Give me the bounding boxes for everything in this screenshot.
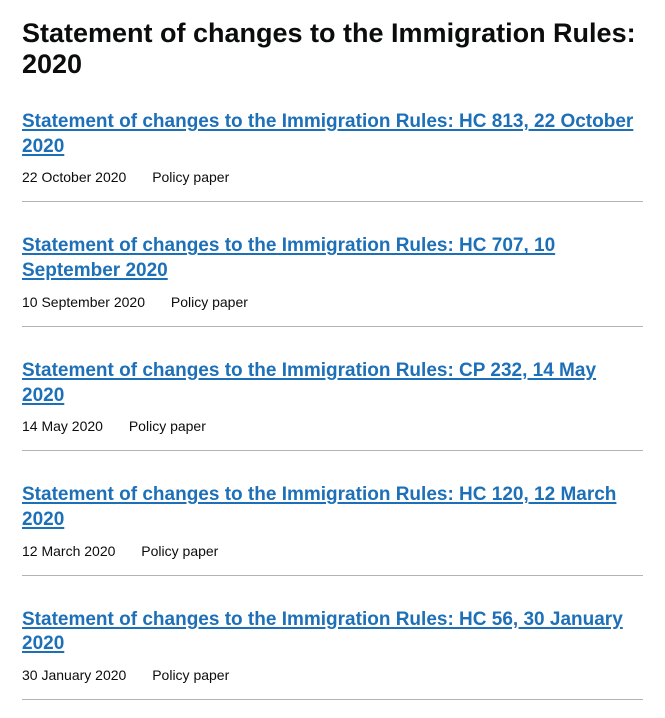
- document-link[interactable]: Statement of changes to the Immigration …: [22, 609, 623, 655]
- document-link[interactable]: Statement of changes to the Immigration …: [22, 111, 633, 157]
- document-list: Statement of changes to the Immigration …: [22, 106, 643, 700]
- document-type: Policy paper: [152, 667, 229, 683]
- document-title: Statement of changes to the Immigration …: [22, 483, 643, 532]
- document-title: Statement of changes to the Immigration …: [22, 110, 643, 159]
- list-item: Statement of changes to the Immigration …: [22, 479, 643, 575]
- document-date: 22 October 2020: [22, 169, 126, 185]
- document-date: 12 March 2020: [22, 543, 115, 559]
- document-title: Statement of changes to the Immigration …: [22, 359, 643, 408]
- document-link[interactable]: Statement of changes to the Immigration …: [22, 235, 555, 281]
- document-title: Statement of changes to the Immigration …: [22, 234, 643, 283]
- document-link[interactable]: Statement of changes to the Immigration …: [22, 484, 616, 530]
- page-title: Statement of changes to the Immigration …: [22, 18, 643, 80]
- document-title: Statement of changes to the Immigration …: [22, 608, 643, 657]
- document-meta: 10 September 2020 Policy paper: [22, 294, 643, 310]
- document-type: Policy paper: [171, 294, 248, 310]
- document-type: Policy paper: [141, 543, 218, 559]
- list-item: Statement of changes to the Immigration …: [22, 355, 643, 451]
- list-item: Statement of changes to the Immigration …: [22, 230, 643, 326]
- document-date: 14 May 2020: [22, 418, 103, 434]
- document-date: 30 January 2020: [22, 667, 126, 683]
- document-link[interactable]: Statement of changes to the Immigration …: [22, 360, 596, 406]
- document-meta: 30 January 2020 Policy paper: [22, 667, 643, 683]
- list-item: Statement of changes to the Immigration …: [22, 604, 643, 700]
- list-item: Statement of changes to the Immigration …: [22, 106, 643, 202]
- document-date: 10 September 2020: [22, 294, 145, 310]
- document-meta: 14 May 2020 Policy paper: [22, 418, 643, 434]
- document-type: Policy paper: [152, 169, 229, 185]
- document-meta: 12 March 2020 Policy paper: [22, 543, 643, 559]
- document-meta: 22 October 2020 Policy paper: [22, 169, 643, 185]
- document-type: Policy paper: [129, 418, 206, 434]
